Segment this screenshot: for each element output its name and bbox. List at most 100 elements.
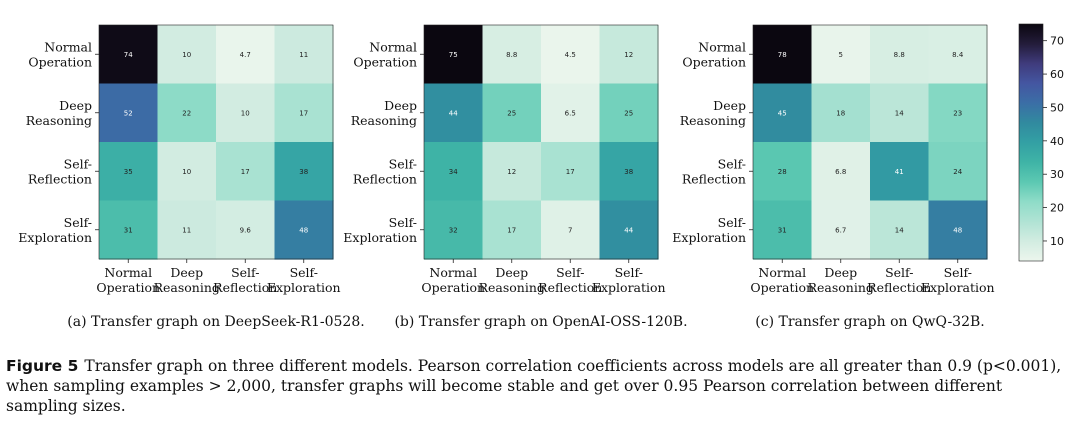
subplot-caption-b: (b) Transfer graph on OpenAI-OSS-120B. xyxy=(394,314,687,330)
figure-caption-text: Transfer graph on three different models… xyxy=(6,357,1062,415)
cell-value-label: 11 xyxy=(182,226,191,234)
cell-value-label: 48 xyxy=(953,226,962,234)
y-tick-label-normal-operation: Normal xyxy=(698,39,746,54)
x-tick-label-deep-reasoning: Deep xyxy=(170,265,203,280)
cell-value-label: 52 xyxy=(124,109,133,117)
x-tick-label-self-exploration: Self- xyxy=(615,265,643,280)
heatmap-cell xyxy=(216,200,276,260)
cell-value-label: 44 xyxy=(449,109,458,117)
x-tick-label-deep-reasoning: Reasoning xyxy=(808,280,874,295)
heatmap-cell xyxy=(482,25,542,85)
heatmap-frame xyxy=(98,24,334,260)
heatmap-cell xyxy=(157,83,217,143)
y-tick-label-deep-reasoning: Reasoning xyxy=(26,113,92,128)
colorbar-tick-label: 30 xyxy=(1050,168,1064,181)
x-tick-label-deep-reasoning: Reasoning xyxy=(154,280,220,295)
x-tick-label-deep-reasoning: Deep xyxy=(495,265,528,280)
heatmap-cell xyxy=(424,200,484,260)
heatmap-cell xyxy=(274,200,334,260)
x-tick-label-self-reflection: Reflection xyxy=(867,280,931,295)
cell-value-label: 18 xyxy=(836,109,845,117)
heatmap-cell xyxy=(424,142,484,202)
cell-value-label: 11 xyxy=(299,51,308,59)
heatmap-cell xyxy=(811,25,871,85)
heatmap-cell xyxy=(424,83,484,143)
heatmap-cell xyxy=(482,83,542,143)
heatmap-cell xyxy=(928,25,988,85)
heatmap-frame xyxy=(752,24,988,260)
y-tick-label-deep-reasoning: Reasoning xyxy=(351,113,417,128)
x-tick-label-normal-operation: Operation xyxy=(421,280,485,295)
heatmap-cell xyxy=(753,200,813,260)
colorbar-tick-label: 60 xyxy=(1050,68,1064,81)
x-tick-label-normal-operation: Operation xyxy=(750,280,814,295)
heatmap-cell xyxy=(870,142,930,202)
cell-value-label: 78 xyxy=(778,51,787,59)
heatmap-cell xyxy=(157,142,217,202)
heatmap-cell xyxy=(870,25,930,85)
y-tick-label-self-exploration: Self- xyxy=(64,215,92,230)
y-tick-label-normal-operation: Operation xyxy=(682,54,746,69)
cell-value-label: 14 xyxy=(895,109,904,117)
cell-value-label: 4.5 xyxy=(565,51,576,59)
colorbar-tick-label: 50 xyxy=(1050,101,1064,114)
y-tick-label-self-reflection: Reflection xyxy=(28,171,92,186)
y-tick-label-self-reflection: Reflection xyxy=(682,171,746,186)
y-tick-label-self-exploration: Exploration xyxy=(18,230,92,245)
figure-label: Figure 5 xyxy=(6,357,79,375)
cell-value-label: 8.4 xyxy=(952,51,964,59)
heatmap-cell xyxy=(753,83,813,143)
x-tick-label-normal-operation: Normal xyxy=(758,265,806,280)
heatmap-cell xyxy=(482,200,542,260)
cell-value-label: 44 xyxy=(624,226,633,234)
x-tick-label-self-reflection: Self- xyxy=(556,265,584,280)
y-tick-label-self-reflection: Self- xyxy=(718,156,746,171)
y-tick-label-normal-operation: Operation xyxy=(28,54,92,69)
cell-value-label: 12 xyxy=(624,51,633,59)
cell-value-label: 38 xyxy=(624,168,633,176)
heatmap-cell xyxy=(541,83,601,143)
subplot-caption-c: (c) Transfer graph on QwQ-32B. xyxy=(755,314,984,330)
cell-value-label: 22 xyxy=(182,109,191,117)
cell-value-label: 6.7 xyxy=(835,226,846,234)
cell-value-label: 8.8 xyxy=(506,51,517,59)
x-tick-label-deep-reasoning: Deep xyxy=(824,265,857,280)
cell-value-label: 45 xyxy=(778,109,787,117)
cell-value-label: 10 xyxy=(182,51,191,59)
cell-value-label: 23 xyxy=(953,109,962,117)
cell-value-label: 14 xyxy=(895,226,904,234)
heatmap-cell xyxy=(216,142,276,202)
cell-value-label: 28 xyxy=(778,168,787,176)
heatmap-cell xyxy=(928,200,988,260)
cell-value-label: 31 xyxy=(778,226,787,234)
cell-value-label: 38 xyxy=(299,168,308,176)
colorbar-tick-label: 40 xyxy=(1050,135,1064,148)
cell-value-label: 25 xyxy=(624,109,633,117)
heatmap-cell xyxy=(157,25,217,85)
x-tick-label-self-reflection: Self- xyxy=(885,265,913,280)
heatmap-cell xyxy=(928,142,988,202)
cell-value-label: 31 xyxy=(124,226,133,234)
cell-value-label: 10 xyxy=(182,168,191,176)
heatmap-cell xyxy=(541,142,601,202)
x-tick-label-normal-operation: Normal xyxy=(429,265,477,280)
y-tick-label-self-reflection: Reflection xyxy=(353,171,417,186)
heatmap-cell xyxy=(811,83,871,143)
subplot-caption-a: (a) Transfer graph on DeepSeek-R1-0528. xyxy=(67,314,364,330)
x-tick-label-self-exploration: Exploration xyxy=(267,280,341,295)
heatmap-cell xyxy=(274,142,334,202)
y-tick-label-self-reflection: Self- xyxy=(389,156,417,171)
x-tick-label-self-exploration: Self- xyxy=(290,265,318,280)
cell-value-label: 17 xyxy=(241,168,250,176)
heatmap-cell xyxy=(599,25,659,85)
cell-value-label: 74 xyxy=(124,51,133,59)
heatmap-cell xyxy=(599,142,659,202)
x-tick-label-deep-reasoning: Reasoning xyxy=(479,280,545,295)
colorbar-tick-label: 20 xyxy=(1050,202,1064,215)
cell-value-label: 4.7 xyxy=(240,51,251,59)
y-tick-label-self-reflection: Self- xyxy=(64,156,92,171)
heatmap-cell xyxy=(424,25,484,85)
cell-value-label: 6.8 xyxy=(835,168,846,176)
x-tick-label-self-exploration: Exploration xyxy=(592,280,666,295)
heatmap-panel-b: 75 8.8 4.5 12 44 25 6.5 25 34 12 17 38 32 17 7 44 Normal… xyxy=(343,24,688,330)
